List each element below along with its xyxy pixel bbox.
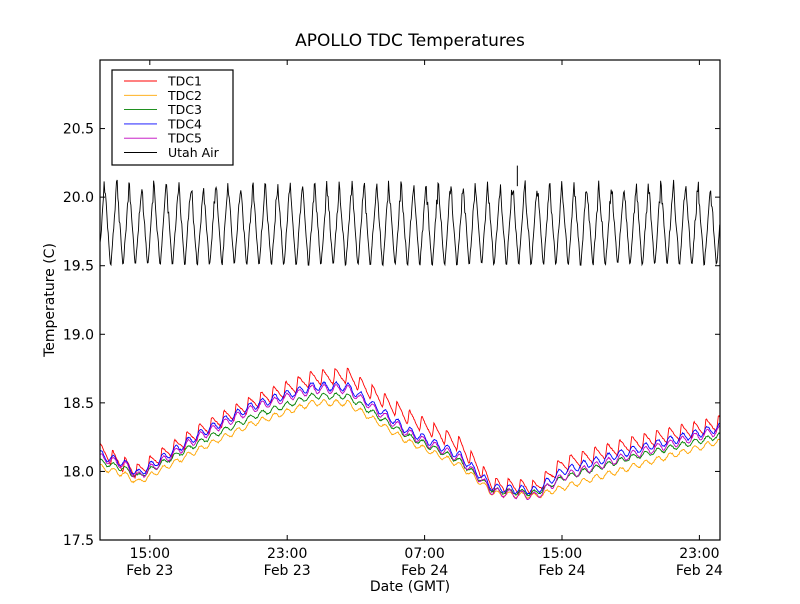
x-tick-time-label: 07:00 [404,546,444,562]
x-tick-time-label: 15:00 [130,546,170,562]
y-tick-label: 19.0 [63,327,94,343]
y-tick-label: 20.5 [63,122,94,138]
y-tick-label: 20.0 [63,190,94,206]
series-line-tdc3 [100,392,720,497]
x-tick-date-label: Feb 23 [264,563,311,579]
legend-box [111,69,234,166]
y-tick-label: 18.5 [63,396,94,412]
y-axis: 17.5 18.0 18.5 19.0 19.5 20.0 20.5 [63,122,720,549]
y-axis-label: Temperature (C) [42,243,58,358]
series-line-tdc5 [100,383,720,500]
series-line-utah-air [100,179,720,267]
x-tick-date-label: Feb 24 [401,563,448,579]
series-line-tdc1 [100,367,720,496]
x-tick-time-label: 23:00 [679,546,719,562]
legend-label: TDC5 [167,131,202,146]
plot-lines [100,165,720,500]
legend-label: TDC3 [167,102,202,117]
x-tick-time-label: 23:00 [267,546,307,562]
series-line-tdc4 [100,380,720,495]
legend-label: TDC4 [167,116,202,131]
x-tick-time-label: 15:00 [542,546,582,562]
x-axis-label: Date (GMT) [370,579,450,595]
legend-label: TDC1 [167,74,202,89]
y-tick-label: 18.0 [63,464,94,480]
y-tick-label: 19.5 [63,259,94,275]
x-tick-date-label: Feb 23 [126,563,173,579]
legend-label: Utah Air [168,145,220,160]
legend-label: TDC2 [167,88,202,103]
chart-title: APOLLO TDC Temperatures [295,31,525,51]
axes-frame [99,59,721,541]
y-tick-label: 17.5 [63,533,94,549]
series-line-tdc2 [100,399,720,500]
x-tick-date-label: Feb 24 [538,563,585,579]
x-tick-date-label: Feb 24 [676,563,723,579]
